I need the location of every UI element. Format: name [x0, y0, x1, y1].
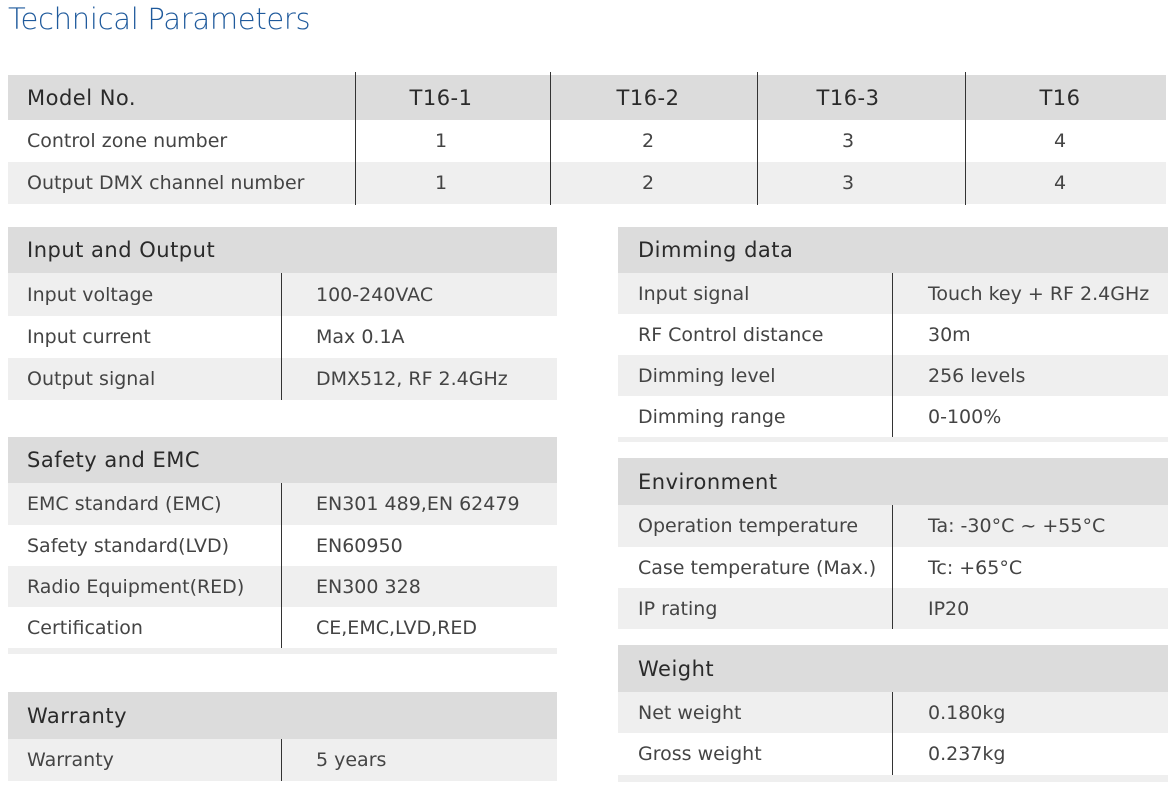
param-label: Case temperature (Max.) [638, 556, 877, 579]
row-strip [618, 437, 1168, 442]
table-row: Gross weight 0.237kg [618, 733, 1168, 775]
table-row: Input current Max 0.1A [8, 316, 557, 358]
table-row: Operation temperature Ta: -30°C ~ +55°C [618, 505, 1168, 547]
table-row: Radio Equipment(RED) EN300 328 [8, 566, 557, 607]
section-title: Environment [638, 469, 778, 494]
table-row: Case temperature (Max.) Tc: +65°C [618, 547, 1168, 588]
section-header: Safety and EMC [8, 437, 557, 483]
table-row: Safety standard(LVD) EN60950 [8, 525, 557, 566]
model-table-header: Model No. T16-1 T16-2 T16-3 T16 [8, 75, 1166, 120]
param-label: RF Control distance [638, 323, 824, 346]
table-row: IP rating IP20 [618, 588, 1168, 629]
param-value: 256 levels [928, 364, 1026, 387]
column-header: T16-2 [616, 85, 680, 110]
param-label: Dimming level [638, 364, 776, 387]
table-cell: Control zone number [27, 130, 228, 152]
param-value: 100-240VAC [316, 283, 434, 306]
param-value: Touch key + RF 2.4GHz [928, 282, 1150, 305]
section-title: Dimming data [638, 238, 794, 262]
param-value: DMX512, RF 2.4GHz [316, 368, 508, 390]
param-value: EN301 489,EN 62479 [316, 493, 520, 515]
param-label: IP rating [638, 597, 718, 620]
param-label: Input voltage [27, 283, 154, 306]
param-label: Radio Equipment(RED) [27, 575, 245, 598]
column-header: T16-3 [816, 85, 880, 110]
param-value: CE,EMC,LVD,RED [316, 616, 478, 639]
column-header: T16-1 [409, 85, 473, 110]
param-label: Input signal [638, 282, 750, 305]
section-title: Safety and EMC [27, 448, 201, 472]
table-cell: 1 [434, 130, 448, 152]
section-title: Weight [638, 656, 715, 681]
table-row: EMC standard (EMC) EN301 489,EN 62479 [8, 483, 557, 525]
table-row: Net weight 0.180kg [618, 692, 1168, 733]
column-divider [550, 72, 551, 205]
param-value: Tc: +65°C [928, 556, 1023, 579]
param-value: 0.237kg [928, 743, 1006, 765]
section-header: Input and Output [8, 227, 557, 273]
table-row: Certification CE,EMC,LVD,RED [8, 607, 557, 648]
param-value: 5 years [316, 749, 387, 771]
param-label: Gross weight [638, 743, 762, 765]
table-cell: Output DMX channel number [27, 172, 305, 194]
param-label: Operation temperature [638, 515, 859, 537]
section-header: Environment [618, 458, 1168, 505]
row-strip [8, 648, 557, 654]
table-cell: 1 [434, 172, 448, 194]
param-label: Dimming range [638, 405, 786, 428]
param-value: 0.180kg [928, 701, 1006, 724]
page-title: Technical Parameters [8, 2, 311, 36]
column-divider [965, 72, 966, 205]
param-label: Safety standard(LVD) [27, 534, 230, 557]
column-divider [892, 505, 893, 629]
column-divider [355, 72, 356, 205]
row-strip [618, 775, 1168, 782]
column-divider [281, 273, 282, 400]
section-title: Input and Output [27, 238, 216, 262]
param-value: 0-100% [928, 405, 1002, 428]
section-header: Warranty [8, 692, 557, 739]
column-divider [892, 273, 893, 437]
param-value: EN300 328 [316, 575, 421, 598]
table-cell: 4 [1053, 130, 1067, 152]
column-header: T16 [1039, 85, 1081, 110]
param-value: 30m [928, 323, 971, 346]
section-title: Warranty [27, 703, 128, 728]
column-divider [892, 692, 893, 775]
param-value: EN60950 [316, 534, 403, 557]
table-cell: 2 [641, 172, 655, 194]
table-row: RF Control distance 30m [618, 314, 1168, 355]
table-row: Warranty 5 years [8, 739, 557, 781]
param-label: Certification [27, 616, 143, 639]
column-divider [281, 739, 282, 781]
param-value: Max 0.1A [316, 326, 405, 348]
section-header: Weight [618, 645, 1168, 692]
param-label: Output signal [27, 368, 156, 390]
table-row: Input signal Touch key + RF 2.4GHz [618, 273, 1168, 314]
table-cell: 3 [841, 130, 855, 152]
param-label: Net weight [638, 701, 742, 724]
param-label: Warranty [27, 749, 114, 771]
table-row: Dimming range 0-100% [618, 396, 1168, 437]
column-header: Model No. [27, 85, 137, 110]
table-cell: 2 [641, 130, 655, 152]
column-divider [757, 72, 758, 205]
table-row: Control zone number 1 2 3 4 [8, 120, 1166, 162]
param-value: IP20 [928, 597, 970, 620]
table-row: Output signal DMX512, RF 2.4GHz [8, 358, 557, 400]
table-row: Dimming level 256 levels [618, 355, 1168, 396]
param-value: Ta: -30°C ~ +55°C [928, 515, 1106, 537]
param-label: EMC standard (EMC) [27, 493, 222, 515]
table-row: Input voltage 100-240VAC [8, 273, 557, 316]
param-label: Input current [27, 326, 151, 348]
table-cell: 3 [841, 172, 855, 194]
section-header: Dimming data [618, 227, 1168, 273]
table-row: Output DMX channel number 1 2 3 4 [8, 162, 1166, 204]
column-divider [281, 483, 282, 648]
table-cell: 4 [1053, 172, 1067, 194]
